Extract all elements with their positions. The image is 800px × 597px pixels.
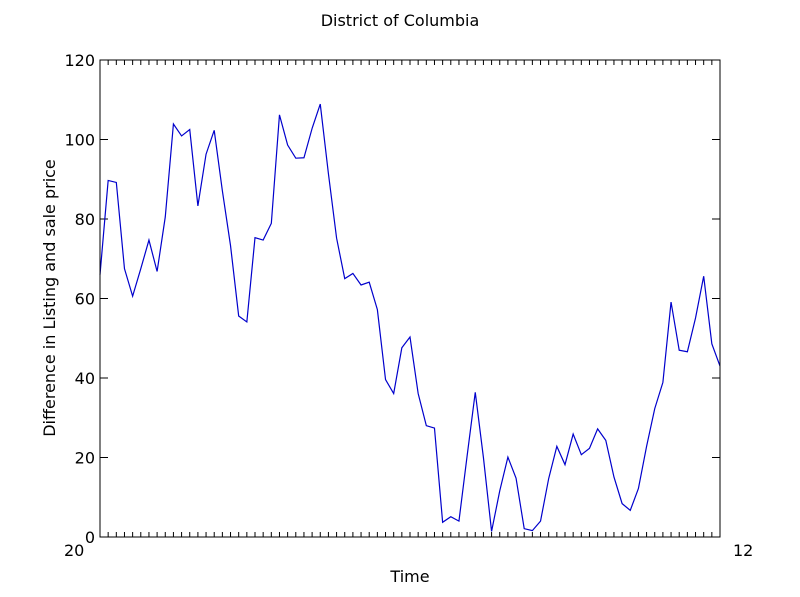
y-tick-label: 120 xyxy=(64,51,95,70)
y-axis-label: Difference in Listing and sale price xyxy=(40,159,59,437)
y-tick-label: 0 xyxy=(85,528,95,547)
y-tick-labels: 0 20 40 60 80 100 120 xyxy=(64,51,95,547)
y-ticks xyxy=(100,59,720,538)
y-tick-label: 20 xyxy=(75,449,95,468)
plot-frame xyxy=(99,59,721,538)
x-tick-label-first: 20 xyxy=(64,541,84,560)
x-axis-label: Time xyxy=(389,567,429,586)
x-tick-label-last: 12 xyxy=(733,541,753,560)
y-tick-label: 40 xyxy=(75,369,95,388)
x-ticks xyxy=(99,60,721,537)
chart-title: District of Columbia xyxy=(321,11,480,30)
series-line xyxy=(99,103,721,532)
y-tick-label: 60 xyxy=(75,290,95,309)
y-tick-label: 100 xyxy=(64,131,95,150)
y-tick-label: 80 xyxy=(75,210,95,229)
